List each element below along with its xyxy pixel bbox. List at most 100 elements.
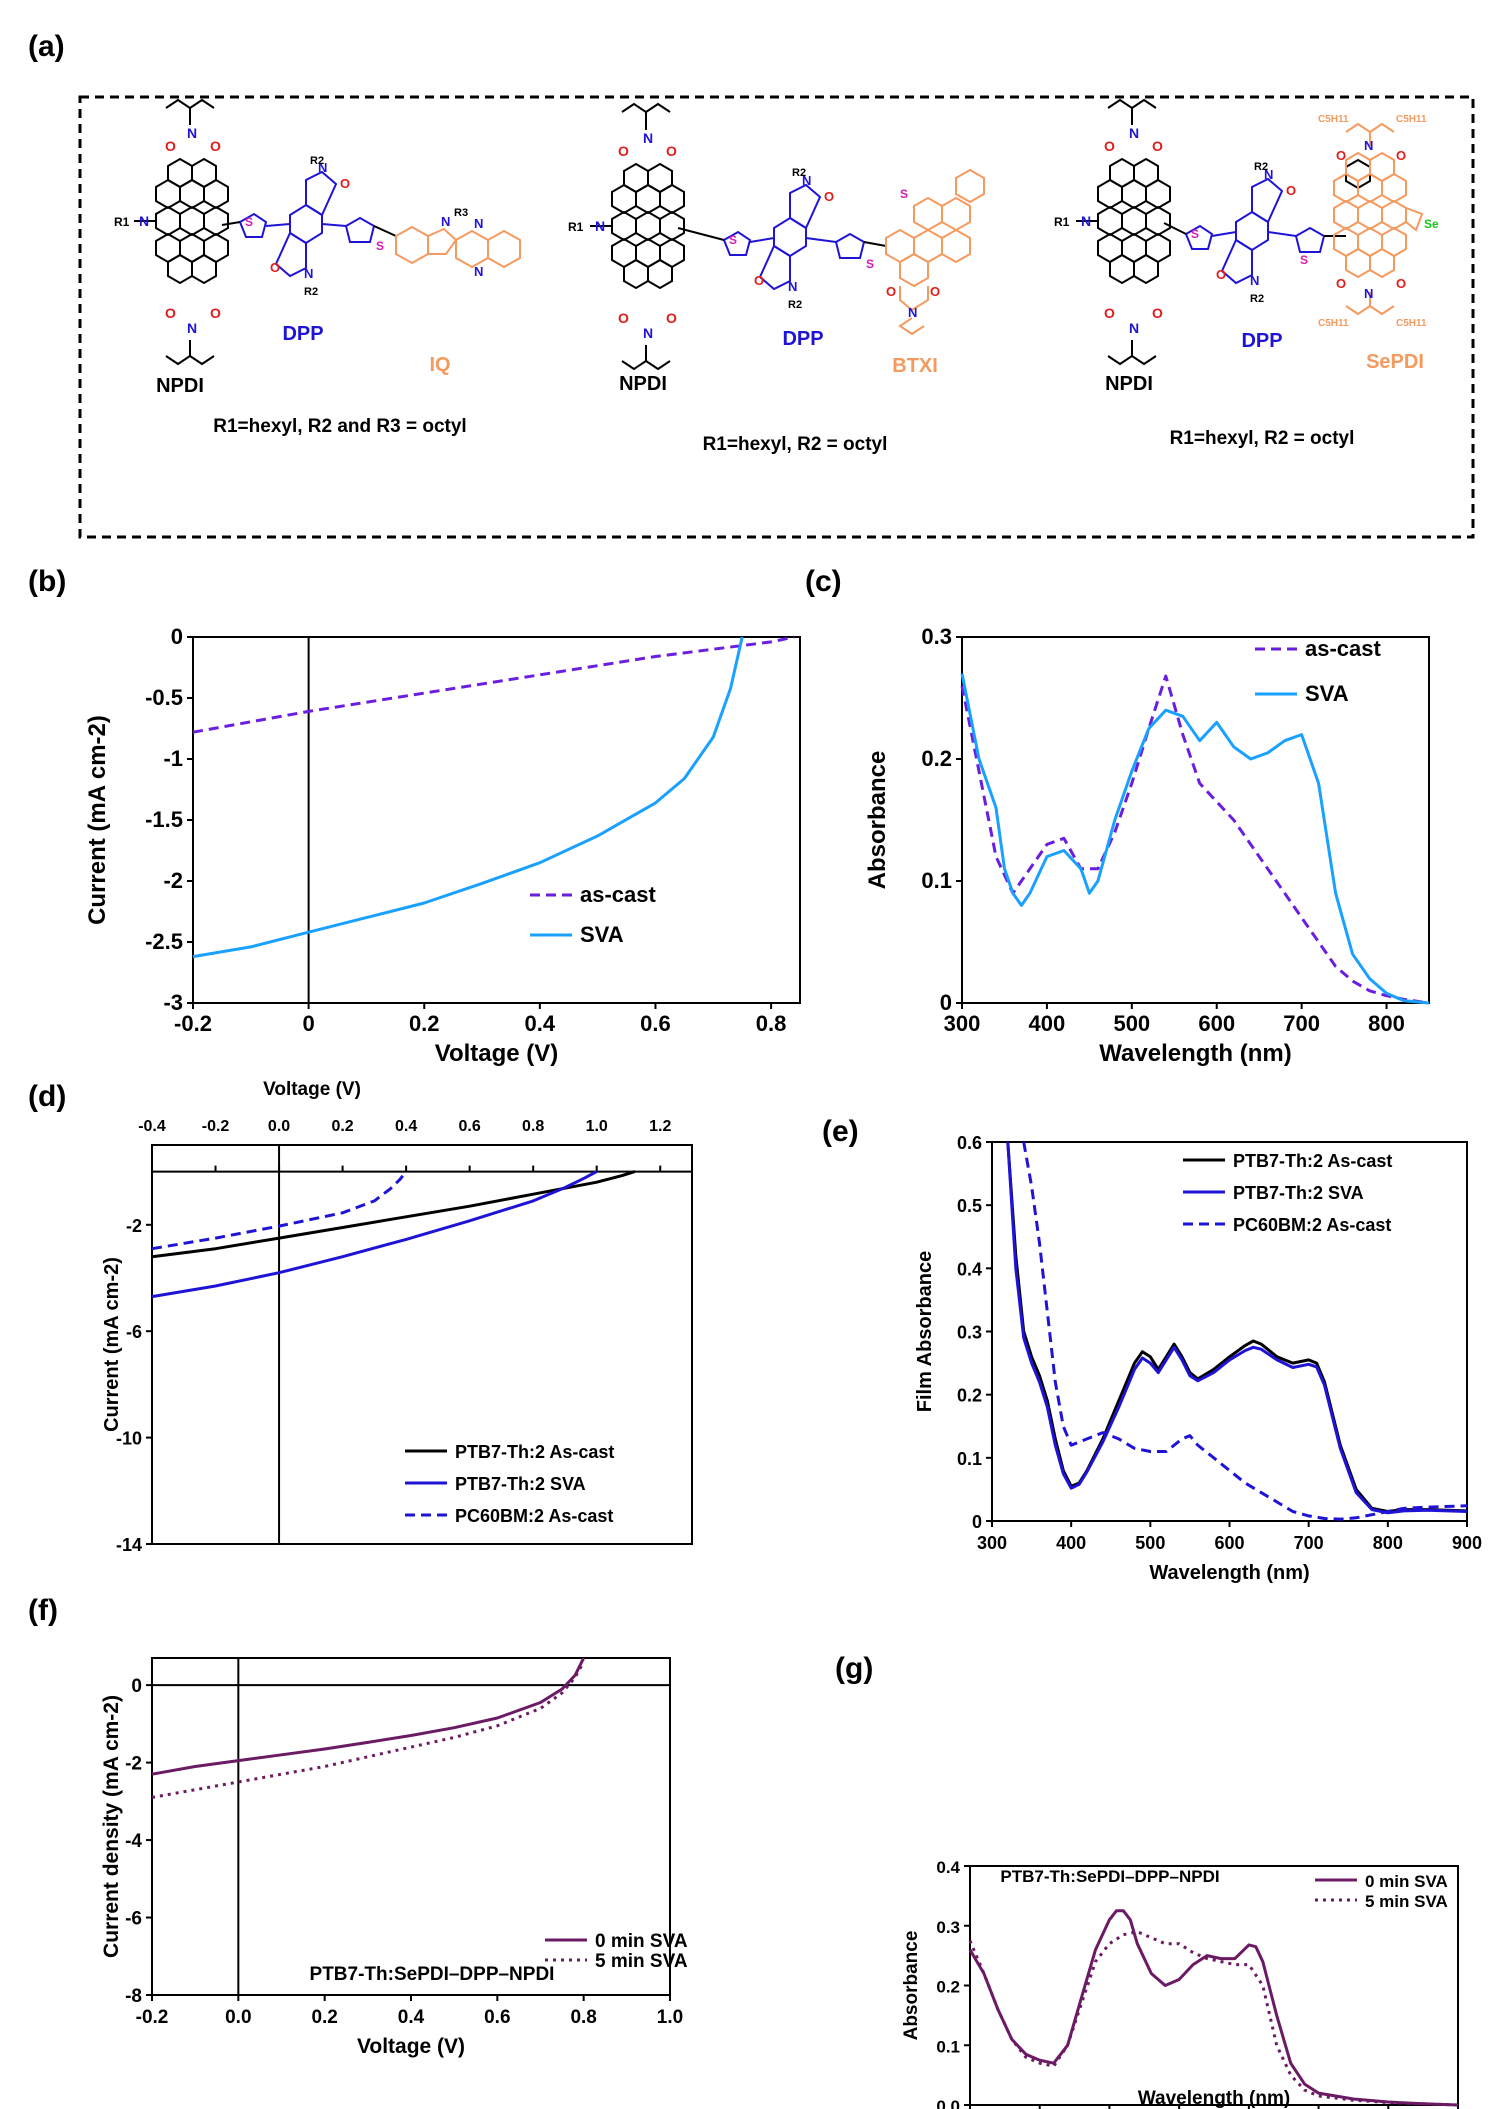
panel-c-label: (c) (805, 565, 842, 598)
oxygen-atom: O (1104, 138, 1115, 154)
nitrogen-atom: N (788, 279, 797, 294)
sulfur-atom: S (1191, 227, 1199, 241)
y-tick-label: 0.3 (936, 1918, 960, 1937)
y-axis-label: Absorbance (864, 751, 891, 890)
x-tick-label: 0.4 (525, 1011, 556, 1036)
y-tick-label: -6 (125, 1909, 142, 1930)
x-axis-label: Wavelength (nm) (1149, 1562, 1309, 1584)
sulfur-atom: S (866, 257, 874, 271)
r3-label: R3 (454, 207, 468, 219)
sulfur-atom: S (729, 233, 737, 247)
x-tick-label: -0.2 (174, 1011, 212, 1036)
y-tick-label: 0.2 (957, 1386, 982, 1406)
x-tick-label: 1.0 (586, 1118, 608, 1135)
dpp-label: DPP (782, 328, 823, 350)
r1-label: R1 (568, 220, 584, 234)
plot-frame (151, 1144, 693, 1545)
x-tick-label: 600 (1214, 1533, 1244, 1553)
oxygen-atom: O (1336, 276, 1346, 291)
nitrogen-atom: N (139, 213, 149, 229)
plot-frame (961, 636, 1430, 1004)
npdi-label: NPDI (1105, 373, 1153, 395)
y-tick-label: 0.3 (957, 1323, 982, 1343)
oxygen-atom: O (1396, 276, 1406, 291)
nitrogen-atom: N (643, 130, 653, 146)
y-tick-label: -2.5 (145, 929, 183, 954)
sulfur-atom: S (1300, 253, 1308, 267)
oxygen-atom: O (930, 284, 940, 299)
dpp-label: DPP (1241, 330, 1282, 352)
series-line-ptb7-th-2-sva (1006, 1141, 1468, 1515)
c5h11-label: C5H11 (1318, 318, 1349, 329)
nitrogen-atom: N (1129, 125, 1139, 141)
plot-frame (192, 636, 801, 1004)
y-tick-label: -8 (125, 1986, 142, 2007)
y-tick-label: -14 (116, 1535, 142, 1555)
c5h11-label: C5H11 (1318, 114, 1349, 125)
nitrogen-atom: N (318, 160, 327, 175)
legend-label: SVA (1305, 681, 1349, 706)
nitrogen-atom: N (474, 216, 483, 231)
x-axis-label: Voltage (V) (435, 1040, 559, 1067)
x-tick-label: 0.0 (268, 1118, 290, 1135)
nitrogen-atom: N (1250, 273, 1259, 288)
thiophene-2: S (834, 232, 887, 271)
sulfur-atom: S (376, 239, 384, 253)
acceptor-label: SePDI (1366, 351, 1424, 373)
y-axis-label: Current (mA cm-2) (101, 1257, 123, 1432)
chart-f-current-density: -0.2 0.0 0.2 0.4 0.6 0.8 1.0 0 -2 -4 -6 -8 Voltage (… (100, 1657, 688, 2058)
x-axis-label: Wavelength (nm) (1138, 2088, 1290, 2109)
y-tick-label: 0 (171, 624, 183, 649)
thiophene-2: S (344, 216, 397, 253)
nitrogen-atom: N (908, 305, 917, 320)
chart-b-current-voltage: -0.2 0 0.2 0.4 0.6 0.8 0 -0.5 -1 -1.5 -2 -2.5 -3 Volt… (84, 624, 801, 1067)
legend-label: PTB7-Th:2 SVA (1233, 1183, 1364, 1203)
plot-frame (151, 1657, 671, 1996)
x-tick-label: 0 (302, 1011, 314, 1036)
oxygen-atom: O (886, 284, 896, 299)
molecule-npdi-dpp-btxi: O O N N R1 O O N S N R2 O O N R2 S (568, 102, 985, 455)
substituent-caption: R1=hexyl, R2 = octyl (1170, 428, 1355, 449)
series-line-0-min-sva (968, 1909, 1459, 2107)
series-line-sva (192, 636, 744, 959)
x-tick-label: 0.6 (459, 1118, 481, 1135)
x-tick-label: 400 (1029, 1011, 1066, 1036)
y-axis-label: Current density (mA cm-2) (100, 1695, 123, 1958)
r1-label: R1 (114, 215, 130, 229)
nitrogen-atom: N (187, 125, 197, 141)
series-line-sva (960, 673, 1430, 1005)
plot-frame (991, 1141, 1468, 1522)
x-tick-label: 500 (1135, 1533, 1165, 1553)
y-tick-label: -10 (116, 1429, 142, 1449)
selenium-atom: Se (1424, 217, 1439, 231)
nitrogen-atom: N (1081, 213, 1091, 229)
series-line-pc60bm-2-as-cast (151, 1170, 408, 1251)
y-tick-label: 0.1 (921, 868, 952, 893)
panel-a-dashed-frame (78, 95, 1475, 539)
acceptor-label: BTXI (892, 355, 938, 377)
y-tick-label: -2 (163, 868, 183, 893)
oxygen-atom: O (1152, 138, 1163, 154)
oxygen-atom: O (165, 305, 176, 321)
x-tick-label: 0.2 (311, 2007, 337, 2028)
y-tick-label: 0.1 (936, 2037, 960, 2056)
r2-label: R2 (792, 167, 806, 179)
x-tick-label: 0.0 (225, 2007, 251, 2028)
x-tick-label: 0.2 (409, 1011, 440, 1036)
oxygen-atom: O (270, 260, 280, 275)
legend-label: 0 min SVA (595, 1931, 688, 1952)
panel-d-label: (d) (28, 1080, 66, 1113)
x-tick-label: 700 (1294, 1533, 1324, 1553)
npdi-core (134, 158, 229, 284)
y-tick-label: -2 (126, 1216, 142, 1236)
x-tick-label: 900 (1452, 1533, 1482, 1553)
series-line-as-cast (960, 674, 1430, 1005)
molecule-npdi-dpp-sepdi: O O N N R1 O O N S N R2 O O N R2 S (1054, 98, 1439, 449)
panel-b-label: (b) (28, 565, 66, 598)
y-axis-label: Absorbance (901, 1931, 922, 2041)
nitrogen-atom: N (1264, 167, 1273, 182)
c5h11-label: C5H11 (1396, 114, 1427, 125)
x-tick-label: 0.6 (640, 1011, 671, 1036)
x-tick-label: 1.0 (657, 2007, 683, 2028)
c5h11-label: C5H11 (1396, 318, 1427, 329)
